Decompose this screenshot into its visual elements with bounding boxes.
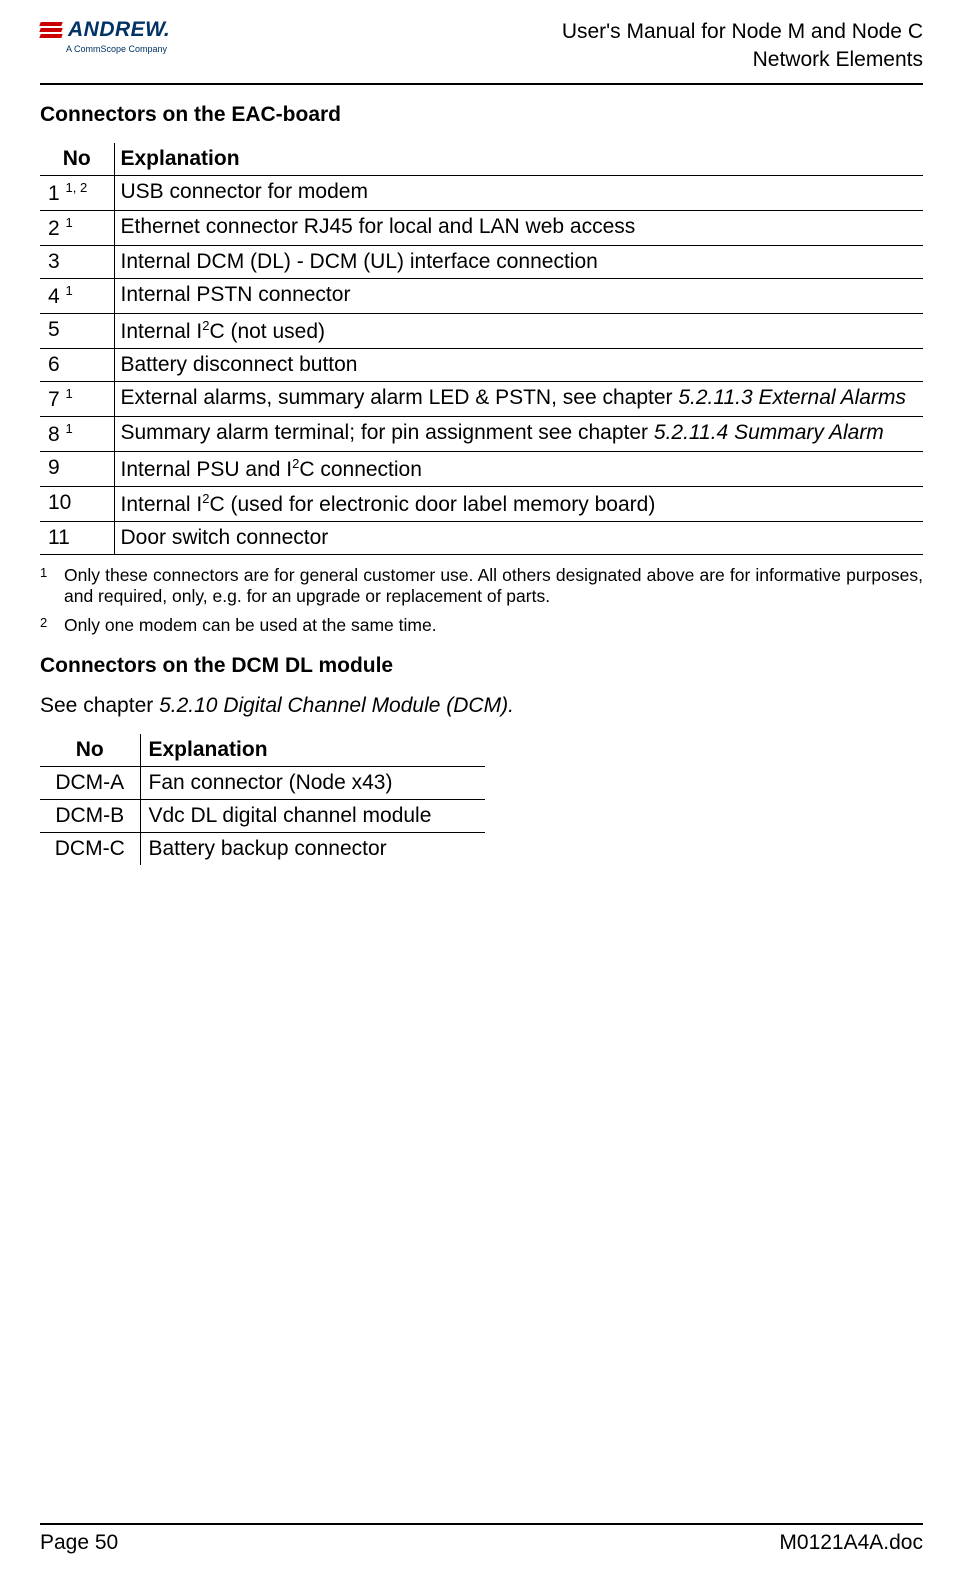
dcm-connectors-table: No Explanation DCM-A Fan connector (Node… <box>40 734 485 865</box>
page-footer: Page 50 M0121A4A.doc <box>40 1523 923 1555</box>
eac-connectors-table: No Explanation 1 1, 2 USB connector for … <box>40 143 923 555</box>
header-title-line1: User's Manual for Node M and Node C <box>562 18 923 46</box>
cell-no: 9 <box>40 451 114 486</box>
footnote-text: Only these connectors are for general cu… <box>64 565 923 607</box>
section2-title: Connectors on the DCM DL module <box>40 654 923 678</box>
cell-no: DCM-A <box>40 766 140 799</box>
col-no-header: No <box>40 734 140 767</box>
cell-no: 7 1 <box>40 381 114 416</box>
table-row: DCM-B Vdc DL digital channel module <box>40 799 485 832</box>
page-header: ANDREW. A CommScope Company User's Manua… <box>40 18 923 85</box>
cell-explanation: Internal I2C (not used) <box>114 313 923 348</box>
cell-explanation: Internal PSU and I2C connection <box>114 451 923 486</box>
cell-no: 5 <box>40 313 114 348</box>
cell-explanation: USB connector for modem <box>114 175 923 210</box>
table-header-row: No Explanation <box>40 734 485 767</box>
table-row: 10 Internal I2C (used for electronic doo… <box>40 486 923 521</box>
table-header-row: No Explanation <box>40 143 923 176</box>
cell-no: DCM-C <box>40 832 140 865</box>
cell-no: 4 1 <box>40 278 114 313</box>
logo-subtitle: A CommScope Company <box>66 44 167 54</box>
col-explanation-header: Explanation <box>114 143 923 176</box>
cell-explanation: Vdc DL digital channel module <box>140 799 485 832</box>
footnote-2: 2 Only one modem can be used at the same… <box>40 615 923 636</box>
table-row: 3 Internal DCM (DL) - DCM (UL) interface… <box>40 245 923 278</box>
table-row: 2 1 Ethernet connector RJ45 for local an… <box>40 210 923 245</box>
cell-no: 1 1, 2 <box>40 175 114 210</box>
section1-title: Connectors on the EAC-board <box>40 103 923 127</box>
cell-no: 3 <box>40 245 114 278</box>
table-row: 8 1 Summary alarm terminal; for pin assi… <box>40 416 923 451</box>
table-row: 11 Door switch connector <box>40 521 923 554</box>
cell-explanation: External alarms, summary alarm LED & PST… <box>114 381 923 416</box>
see-chapter-text: See chapter 5.2.10 Digital Channel Modul… <box>40 694 923 718</box>
cell-explanation: Internal DCM (DL) - DCM (UL) interface c… <box>114 245 923 278</box>
cell-explanation: Internal I2C (used for electronic door l… <box>114 486 923 521</box>
table-row: DCM-A Fan connector (Node x43) <box>40 766 485 799</box>
header-title: User's Manual for Node M and Node C Netw… <box>562 18 923 75</box>
cell-explanation: Fan connector (Node x43) <box>140 766 485 799</box>
table-row: 1 1, 2 USB connector for modem <box>40 175 923 210</box>
footnote-1: 1 Only these connectors are for general … <box>40 565 923 607</box>
cell-no: 10 <box>40 486 114 521</box>
cell-explanation: Summary alarm terminal; for pin assignme… <box>114 416 923 451</box>
logo-stripes-icon <box>40 22 62 38</box>
logo: ANDREW. A CommScope Company <box>40 18 170 54</box>
cell-explanation: Battery disconnect button <box>114 348 923 381</box>
cell-no: DCM-B <box>40 799 140 832</box>
footnote-number: 2 <box>40 615 52 636</box>
table-row: 6 Battery disconnect button <box>40 348 923 381</box>
cell-explanation: Ethernet connector RJ45 for local and LA… <box>114 210 923 245</box>
logo-text: ANDREW. <box>68 18 170 42</box>
footnote-text: Only one modem can be used at the same t… <box>64 615 923 636</box>
col-explanation-header: Explanation <box>140 734 485 767</box>
cell-no: 6 <box>40 348 114 381</box>
table-row: DCM-C Battery backup connector <box>40 832 485 865</box>
cell-no: 11 <box>40 521 114 554</box>
cell-no: 2 1 <box>40 210 114 245</box>
footnote-number: 1 <box>40 565 52 607</box>
table-row: 5 Internal I2C (not used) <box>40 313 923 348</box>
col-no-header: No <box>40 143 114 176</box>
table-row: 9 Internal PSU and I2C connection <box>40 451 923 486</box>
cell-explanation: Door switch connector <box>114 521 923 554</box>
footer-page-number: Page 50 <box>40 1531 118 1555</box>
header-title-line2: Network Elements <box>562 46 923 74</box>
cell-no: 8 1 <box>40 416 114 451</box>
table-row: 7 1 External alarms, summary alarm LED &… <box>40 381 923 416</box>
footer-doc-name: M0121A4A.doc <box>779 1531 923 1555</box>
table-row: 4 1 Internal PSTN connector <box>40 278 923 313</box>
cell-explanation: Internal PSTN connector <box>114 278 923 313</box>
cell-explanation: Battery backup connector <box>140 832 485 865</box>
logo-main: ANDREW. <box>40 18 170 42</box>
